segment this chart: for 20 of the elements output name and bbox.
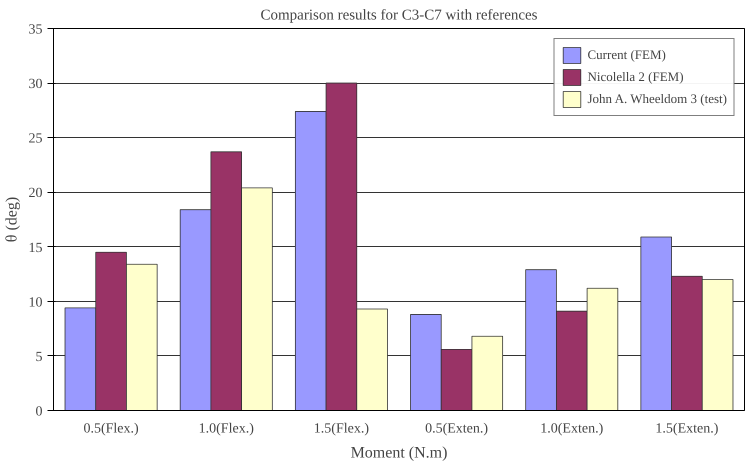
y-axis-title: θ (deg) [4, 196, 20, 242]
x-axis-title: Moment (N.m) [350, 444, 448, 462]
x-tick-label: 0.5(Exten.) [425, 422, 488, 436]
x-tick-label: 1.0(Flex.) [198, 422, 254, 436]
legend-label: Nicolella 2 (FEM) [588, 69, 684, 85]
y-tick-label: 15 [28, 240, 42, 256]
y-tick-label: 25 [28, 132, 42, 147]
x-tick-label: 1.5(Exten.) [655, 422, 719, 436]
legend-label: Current (FEM) [588, 47, 666, 63]
y-tick-label: 0 [36, 404, 42, 420]
y-tick-label: 10 [28, 295, 42, 310]
x-tick-label: 1.0(Exten.) [540, 422, 604, 436]
y-tick-label: 20 [28, 186, 42, 202]
chart-title: Comparison results for C3-C7 with references [260, 8, 538, 24]
x-tick-label: 1.5(Flex.) [314, 422, 370, 436]
y-tick-label: 5 [36, 350, 42, 365]
x-tick-label: 0.5(Flex.) [83, 422, 140, 436]
legend-label: John A. Wheeldom 3 (test) [588, 91, 727, 107]
y-tick-label: 30 [28, 77, 42, 92]
y-tick-label: 35 [28, 22, 42, 38]
